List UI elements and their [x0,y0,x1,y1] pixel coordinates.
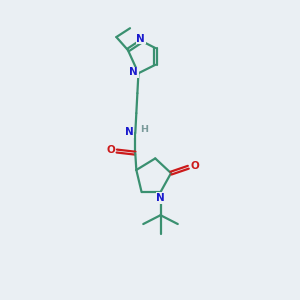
Text: H: H [140,125,148,134]
Text: N: N [136,34,145,44]
Text: O: O [106,145,115,155]
Text: N: N [124,127,133,137]
Text: N: N [156,193,165,203]
Text: N: N [129,67,138,77]
Text: O: O [190,161,199,171]
